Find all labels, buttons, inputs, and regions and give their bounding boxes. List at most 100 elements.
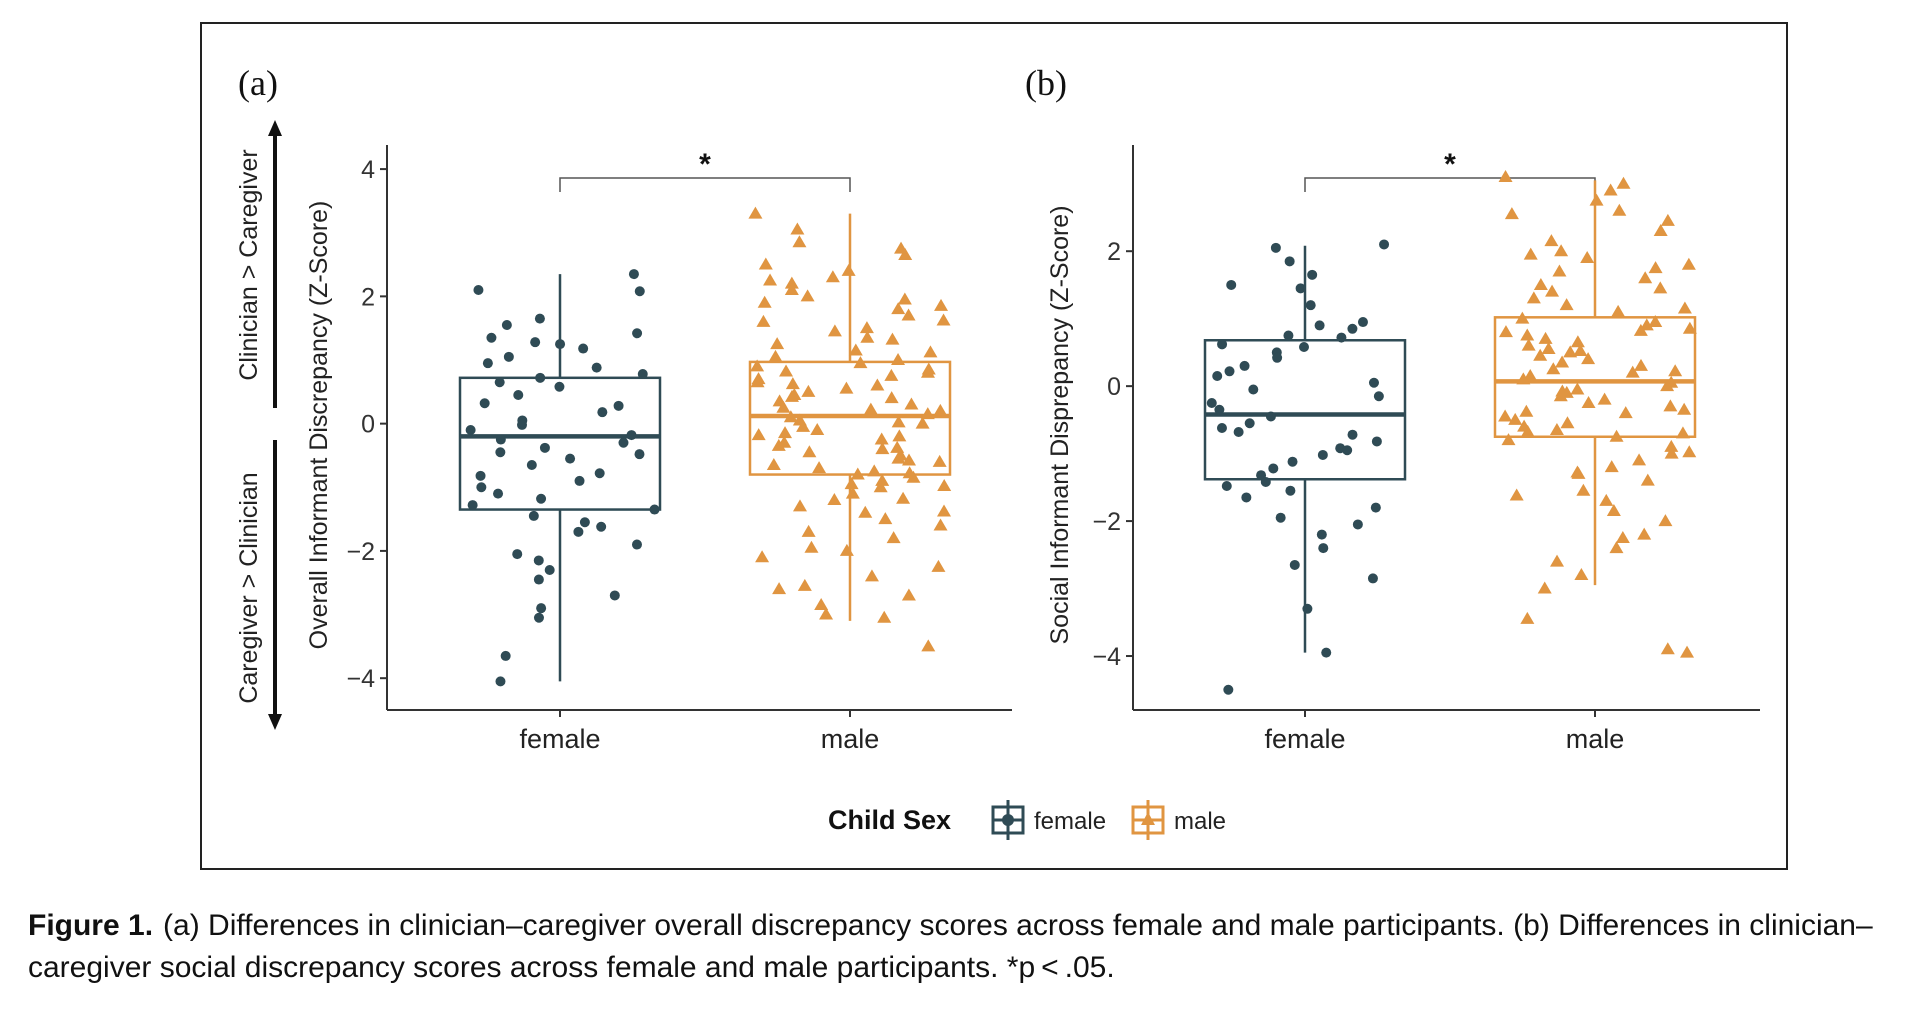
- data-point: [923, 345, 938, 358]
- data-point: [931, 559, 946, 572]
- data-point: [1223, 684, 1234, 695]
- legend-label-female: female: [1034, 808, 1106, 835]
- data-point: [1537, 581, 1552, 594]
- data-point: [1501, 433, 1516, 446]
- data-point: [1639, 318, 1654, 331]
- y-tick-label: 4: [361, 156, 375, 184]
- data-point: [1289, 559, 1300, 570]
- data-point: [1638, 271, 1653, 284]
- y-tick-label: −2: [346, 538, 375, 566]
- data-point: [844, 477, 859, 490]
- data-point: [796, 419, 811, 432]
- data-point: [1597, 392, 1612, 405]
- data-point: [1226, 279, 1237, 290]
- data-point: [476, 482, 487, 493]
- data-point: [1508, 412, 1523, 425]
- data-point: [1521, 338, 1536, 351]
- data-point: [578, 343, 589, 354]
- data-point: [758, 257, 773, 270]
- data-point: [802, 445, 817, 458]
- data-point: [1371, 436, 1382, 447]
- data-point: [898, 248, 913, 260]
- data-point: [792, 235, 807, 248]
- data-point: [779, 364, 794, 377]
- data-point: [1609, 429, 1624, 442]
- significance-marker: *: [1444, 148, 1456, 181]
- data-point: [533, 555, 544, 566]
- data-point: [901, 308, 916, 321]
- data-point: [1546, 362, 1561, 375]
- data-point: [1599, 493, 1614, 506]
- data-point: [1606, 503, 1621, 516]
- data-point: [790, 222, 805, 235]
- data-point: [1206, 398, 1217, 409]
- y-tick-label: −4: [346, 665, 375, 693]
- data-point: [479, 398, 490, 409]
- data-point: [1616, 176, 1631, 189]
- data-point: [768, 349, 783, 362]
- data-point: [751, 428, 766, 441]
- data-point: [886, 531, 901, 544]
- data-point: [1321, 647, 1332, 658]
- data-point: [495, 676, 506, 687]
- data-point: [494, 377, 505, 388]
- data-point: [921, 639, 936, 652]
- data-point: [757, 295, 772, 308]
- data-point: [934, 298, 949, 311]
- data-point: [1675, 426, 1690, 439]
- data-point: [1545, 284, 1560, 297]
- data-point: [1648, 315, 1663, 328]
- data-point: [884, 391, 899, 404]
- data-point: [1612, 203, 1627, 216]
- data-point: [770, 337, 785, 350]
- data-point: [1318, 543, 1329, 554]
- data-point: [1347, 429, 1358, 440]
- data-point: [574, 475, 585, 486]
- data-point: [591, 362, 602, 373]
- x-tick-label: male: [821, 724, 880, 754]
- data-point: [1260, 476, 1271, 487]
- data-point: [1509, 488, 1524, 501]
- data-point: [1559, 298, 1574, 311]
- data-point: [539, 442, 550, 453]
- data-point: [932, 454, 947, 467]
- data-point: [1283, 330, 1294, 341]
- figure-frame: [200, 22, 1788, 870]
- data-point: [618, 437, 629, 448]
- data-point: [1498, 325, 1513, 338]
- data-point: [1519, 404, 1534, 417]
- data-point: [1660, 213, 1675, 226]
- data-point: [513, 390, 524, 400]
- data-point: [501, 320, 512, 330]
- data-point: [1244, 418, 1255, 429]
- data-point: [766, 458, 781, 470]
- data-point: [649, 504, 660, 515]
- plot-area-b: −4 −2 0 2 female male *: [1092, 145, 1760, 754]
- data-point: [500, 650, 511, 661]
- data-point: [1515, 311, 1530, 324]
- data-point: [783, 410, 798, 423]
- data-point: [1677, 402, 1692, 415]
- data-point: [1379, 239, 1390, 250]
- x-tick-label: female: [1264, 724, 1345, 754]
- caption-label: Figure 1.: [28, 909, 154, 942]
- panel-a: (a) Clinician > Caregiver Caregiver > Cl…: [235, 63, 1012, 754]
- data-point: [884, 368, 899, 381]
- data-point: [1336, 332, 1347, 343]
- data-point: [1541, 342, 1556, 355]
- data-point: [785, 389, 800, 402]
- data-point: [920, 407, 935, 420]
- arrow-label-bottom: Caregiver > Clinician: [235, 472, 263, 703]
- data-point: [1248, 384, 1259, 395]
- data-point: [1570, 335, 1585, 348]
- data-point: [1314, 320, 1325, 331]
- data-point: [892, 429, 907, 442]
- data-point: [1342, 445, 1353, 456]
- data-point: [526, 460, 537, 470]
- data-point: [750, 359, 765, 372]
- data-point: [750, 375, 765, 388]
- data-point: [1680, 645, 1695, 658]
- data-point: [755, 550, 770, 563]
- data-point: [1576, 483, 1591, 496]
- data-point: [536, 493, 547, 504]
